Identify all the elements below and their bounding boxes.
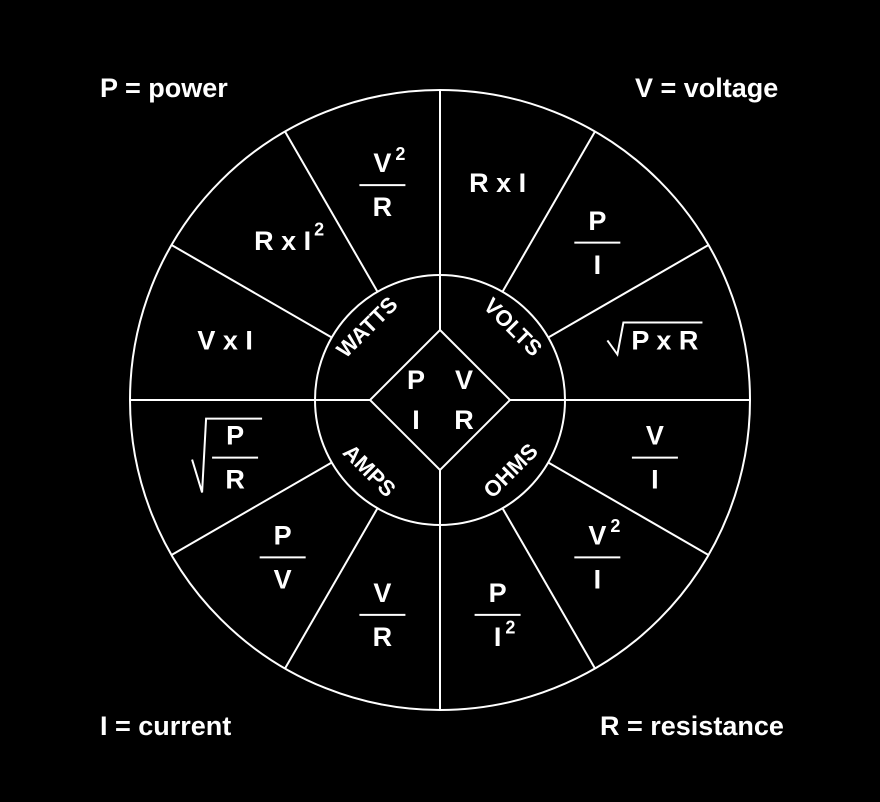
svg-text:2: 2 <box>314 219 324 239</box>
svg-text:2: 2 <box>610 516 620 536</box>
svg-text:R x I: R x I <box>469 168 526 198</box>
corner-top_left: P = power <box>100 73 228 103</box>
center-P: P <box>407 365 425 395</box>
svg-text:R: R <box>225 465 245 495</box>
corner-top_right: V = voltage <box>635 73 778 103</box>
svg-text:V: V <box>373 578 391 608</box>
svg-text:2: 2 <box>505 618 515 638</box>
svg-text:I: I <box>594 564 602 594</box>
svg-text:P: P <box>226 421 244 451</box>
svg-text:R: R <box>373 622 393 652</box>
svg-text:P: P <box>588 206 606 236</box>
center-V: V <box>455 365 473 395</box>
svg-text:R: R <box>373 192 393 222</box>
svg-text:P: P <box>274 520 292 550</box>
svg-text:R x I: R x I <box>254 226 311 256</box>
svg-text:V x I: V x I <box>197 326 253 356</box>
svg-text:I: I <box>494 622 502 652</box>
svg-text:I: I <box>594 250 602 280</box>
svg-text:P: P <box>489 578 507 608</box>
corner-bottom_right: R = resistance <box>600 711 784 741</box>
center-R: R <box>454 405 474 435</box>
svg-text:P x R: P x R <box>631 326 698 356</box>
svg-text:V: V <box>646 421 664 451</box>
svg-text:I: I <box>651 465 659 495</box>
corner-bottom_left: I = current <box>100 711 231 741</box>
svg-text:2: 2 <box>395 144 405 164</box>
center-I: I <box>412 405 420 435</box>
svg-text:V: V <box>588 520 606 550</box>
svg-text:V: V <box>373 148 391 178</box>
svg-text:V: V <box>274 564 292 594</box>
